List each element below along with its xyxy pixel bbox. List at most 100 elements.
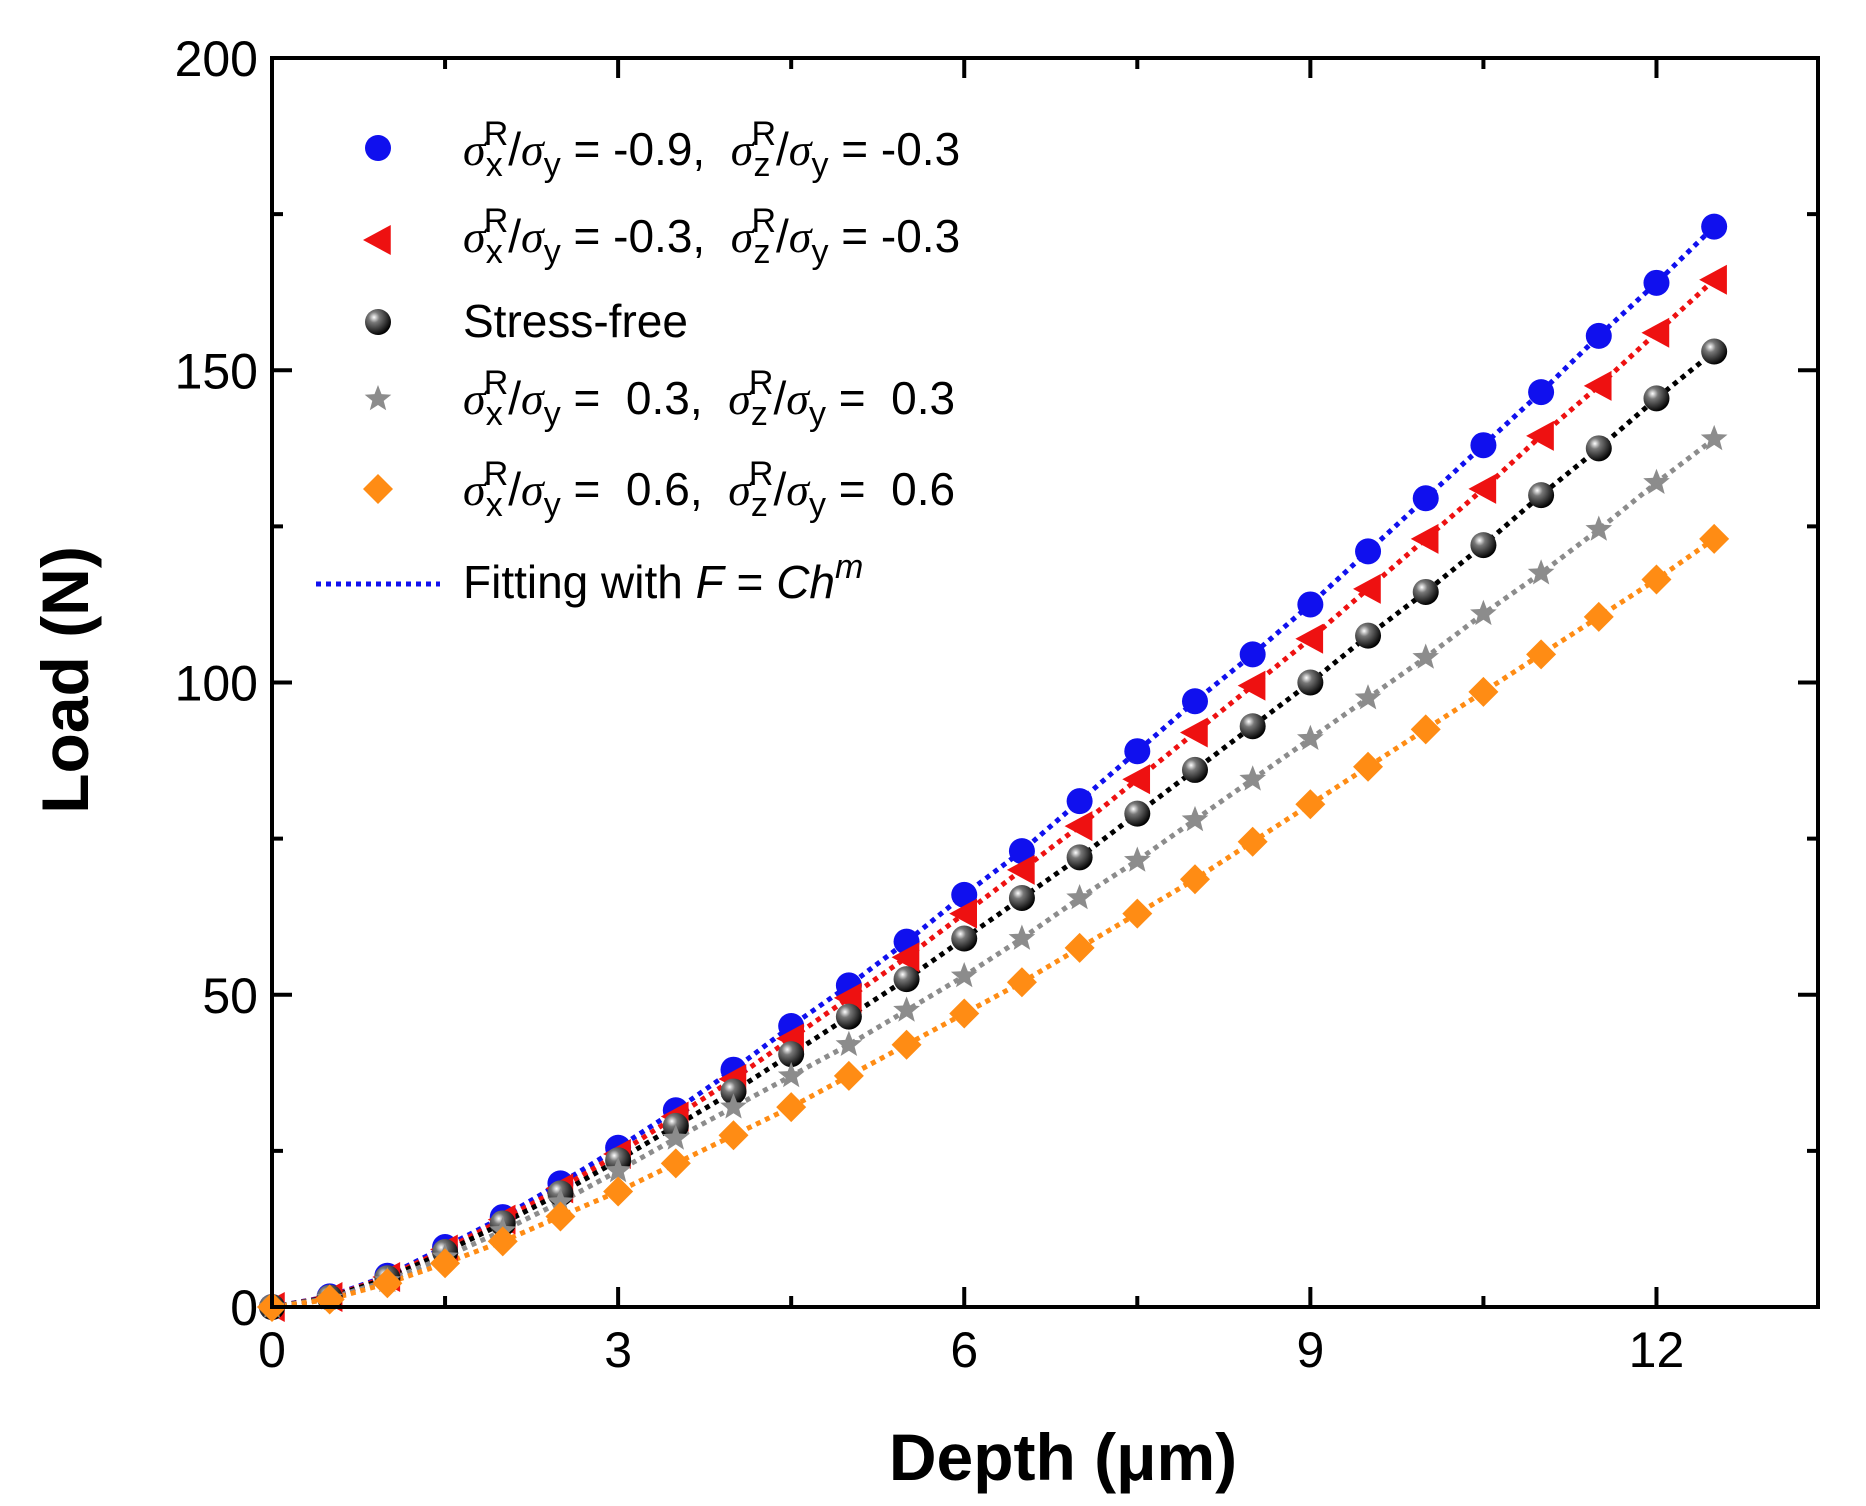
- data-markers: [257, 213, 1730, 1322]
- data-point-series-5: [1295, 789, 1326, 820]
- data-point-series-5: [718, 1120, 749, 1151]
- data-point-series-5: [660, 1148, 691, 1179]
- data-point-series-2: [1410, 523, 1439, 554]
- data-point-series-1: [1008, 838, 1035, 865]
- legend-label-series-1: σxR/σy = -0.9, σzR/σy = -0.3: [463, 115, 960, 184]
- x-tick-label-9: 9: [1296, 1322, 1324, 1378]
- data-point-series-4: [1008, 924, 1036, 950]
- data-point-series-1: [1528, 379, 1555, 406]
- data-point-series-3: [1239, 713, 1266, 740]
- data-point-series-2: [949, 898, 977, 929]
- data-point-series-5: [1699, 523, 1730, 554]
- y-tick-label-200: 200: [175, 31, 258, 87]
- x-tick-label-3: 3: [604, 1322, 632, 1378]
- data-point-series-5: [949, 998, 980, 1029]
- data-point-series-5: [1526, 639, 1557, 670]
- data-point-series-3: [1008, 884, 1035, 911]
- data-point-series-1: [1470, 432, 1497, 459]
- legend-label-series-3: Stress-free: [463, 295, 688, 347]
- x-tick-label-6: 6: [950, 1322, 978, 1378]
- data-point-series-5: [891, 1029, 922, 1060]
- data-point-series-5: [1122, 898, 1153, 929]
- data-point-series-4: [1585, 515, 1613, 541]
- data-point-series-1: [951, 881, 978, 908]
- data-point-series-3: [1355, 622, 1382, 649]
- data-point-series-2: [1468, 473, 1497, 504]
- data-point-series-4: [720, 1093, 747, 1119]
- data-point-series-2: [1353, 573, 1381, 604]
- data-point-series-2: [1295, 623, 1324, 654]
- data-point-series-3: [1470, 532, 1497, 559]
- legend-marker-series-3: [365, 309, 391, 335]
- data-point-series-5: [372, 1268, 403, 1299]
- data-point-series-1: [1585, 322, 1612, 349]
- data-point-series-3: [1181, 756, 1208, 783]
- data-point-series-5: [1641, 564, 1672, 595]
- data-point-series-4: [777, 1061, 805, 1088]
- data-point-series-1: [1643, 269, 1670, 296]
- fit-line-series-2: [271, 277, 1716, 1310]
- data-point-series-1: [1701, 213, 1728, 240]
- data-point-series-4: [950, 962, 978, 988]
- data-point-series-3: [1066, 844, 1093, 871]
- fit-line-series-5: [271, 536, 1716, 1310]
- fit-line-series-4: [271, 436, 1716, 1310]
- data-point-series-3: [778, 1041, 805, 1068]
- data-point-series-3: [1412, 578, 1439, 605]
- y-tick-label-0: 0: [230, 1280, 258, 1336]
- y-tick-label-150: 150: [175, 343, 258, 399]
- y-axis-title: Load (N): [28, 546, 102, 814]
- legend-marker-series-4: [364, 385, 392, 411]
- data-point-series-3: [893, 966, 920, 993]
- data-point-series-3: [1124, 800, 1151, 827]
- legend-label-series-4: σxR/σy = 0.3, σzR/σy = 0.3: [463, 364, 955, 433]
- axis-ticks: [270, 56, 1818, 1309]
- legend: σxR/σy = -0.9, σzR/σy = -0.3 σxR/σy = -0…: [316, 115, 960, 608]
- data-point-series-2: [1699, 264, 1727, 295]
- data-point-series-5: [1410, 714, 1441, 745]
- data-point-series-4: [547, 1188, 574, 1214]
- data-point-series-1: [1181, 688, 1208, 715]
- data-point-series-3: [1528, 482, 1555, 509]
- legend-label-series-5: σxR/σy = 0.6, σzR/σy = 0.6: [463, 455, 955, 524]
- data-point-series-2: [1122, 764, 1151, 795]
- data-point-series-4: [604, 1156, 632, 1183]
- data-point-series-3: [1701, 338, 1728, 365]
- data-point-series-5: [1353, 751, 1384, 782]
- data-point-series-4: [1700, 424, 1728, 451]
- data-point-series-5: [833, 1060, 864, 1091]
- data-point-series-4: [662, 1124, 690, 1150]
- data-point-series-4: [1643, 468, 1670, 494]
- data-point-series-4: [1066, 884, 1093, 910]
- data-point-series-2: [1237, 670, 1266, 701]
- data-point-series-4: [1297, 724, 1324, 750]
- legend-marker-series-1: [365, 135, 391, 161]
- data-point-series-5: [430, 1248, 461, 1279]
- legend-marker-series-2: [363, 225, 391, 255]
- data-point-series-2: [1583, 370, 1612, 401]
- data-point-series-5: [1237, 826, 1268, 857]
- data-point-series-1: [1412, 485, 1439, 512]
- data-point-series-1: [1355, 538, 1382, 565]
- x-tick-label-0: 0: [258, 1322, 286, 1378]
- data-point-series-3: [1643, 385, 1670, 412]
- data-point-series-2: [1006, 854, 1035, 885]
- data-point-series-4: [1470, 599, 1497, 626]
- legend-label-fit: Fitting with F = Chm: [463, 548, 863, 608]
- data-point-series-4: [1181, 805, 1209, 832]
- x-tick-label-12: 12: [1629, 1322, 1685, 1378]
- data-point-series-1: [1239, 641, 1266, 668]
- data-point-series-2: [1064, 811, 1093, 842]
- data-point-series-5: [603, 1176, 634, 1207]
- data-point-series-2: [1526, 420, 1554, 451]
- plot-frame: [270, 56, 1820, 1309]
- data-point-series-1: [1124, 738, 1151, 765]
- data-point-series-2: [891, 942, 920, 973]
- data-point-series-5: [1064, 932, 1095, 963]
- data-point-series-4: [1354, 684, 1382, 710]
- data-point-series-3: [1585, 435, 1612, 462]
- data-point-series-5: [1179, 864, 1210, 895]
- data-point-series-5: [487, 1226, 518, 1257]
- data-point-series-2: [1641, 317, 1670, 348]
